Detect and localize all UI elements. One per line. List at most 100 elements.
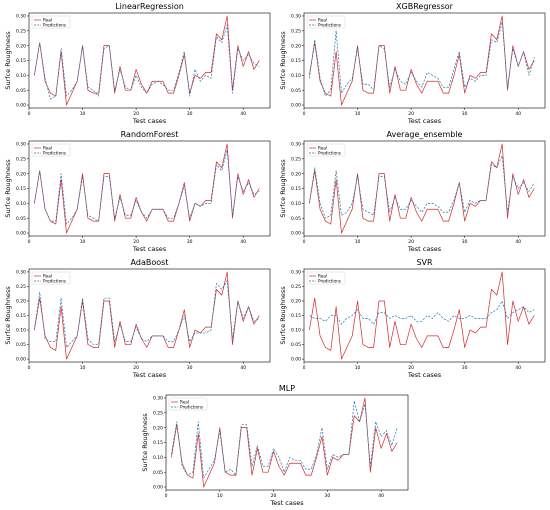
chart-title: LinearRegression — [115, 2, 184, 11]
x-tick-label: 30 — [462, 239, 468, 245]
y-tick-label: 0.05 — [16, 88, 26, 94]
y-tick-label: 0.25 — [153, 410, 163, 416]
x-tick-label: 0 — [28, 239, 31, 245]
y-tick-label: 0.20 — [291, 171, 301, 177]
y-tick-label: 0.00 — [16, 103, 26, 109]
y-tick-label: 0.25 — [291, 156, 301, 162]
y-tick-label: 0.10 — [291, 73, 301, 79]
series-line-real — [34, 271, 260, 360]
y-tick-label: 0.10 — [291, 201, 301, 207]
x-tick-label: 20 — [408, 239, 414, 245]
x-tick-label: 40 — [240, 111, 246, 117]
series-line-predictions — [34, 24, 260, 100]
x-tick-label: 0 — [303, 239, 306, 245]
y-tick-label: 0.00 — [291, 357, 301, 363]
legend-label-predictions: Predictions — [43, 279, 66, 284]
y-axis-label: Surfce Roughness — [279, 31, 287, 90]
y-tick-label: 0.05 — [291, 216, 301, 222]
x-tick-label: 40 — [378, 493, 384, 499]
y-tick-label: 0.25 — [16, 28, 26, 34]
y-tick-label: 0.25 — [16, 156, 26, 162]
y-tick-label: 0.05 — [291, 88, 301, 94]
legend-box — [31, 143, 71, 157]
series-line-real — [309, 15, 535, 106]
series-line-predictions — [34, 280, 260, 348]
x-tick-label: 10 — [355, 111, 361, 117]
y-tick-label: 0.10 — [16, 328, 26, 334]
chart-svg: RandomForest 0.00 0.05 0.10 0.15 0.20 0.25 0.30… — [4, 130, 271, 253]
x-tick-label: 10 — [80, 365, 86, 371]
y-tick-label: 0.20 — [16, 43, 26, 49]
y-axis-label: Surfce Roughness — [279, 286, 287, 345]
x-tick-label: 40 — [515, 239, 521, 245]
series-line-predictions — [309, 300, 535, 325]
legend-box — [168, 397, 208, 411]
chart-panel-mlp: MLP 0.00 0.05 0.10 0.15 0.20 0.25 0.30 0 10 20 30 40… — [137, 382, 413, 510]
y-tick-label: 0.00 — [16, 231, 26, 237]
x-tick-label: 20 — [271, 493, 277, 499]
legend-label-predictions: Predictions — [318, 279, 341, 284]
x-tick-label: 30 — [187, 239, 193, 245]
legend-label-predictions: Predictions — [180, 405, 203, 410]
legend-label-predictions: Predictions — [318, 23, 341, 28]
series-line-predictions — [309, 155, 535, 219]
y-axis-label: Surfce Roughness — [4, 286, 12, 345]
y-tick-label: 0.25 — [291, 284, 301, 290]
y-tick-label: 0.00 — [16, 357, 26, 363]
chart-panel-xgbregressor: XGBRegressor 0.00 0.05 0.10 0.15 0.20 0.25 0.30… — [275, 0, 550, 128]
y-tick-label: 0.20 — [291, 43, 301, 49]
y-tick-label: 0.25 — [16, 284, 26, 290]
y-tick-label: 0.10 — [291, 328, 301, 334]
chart-panel-adaboost: AdaBoost 0.00 0.05 0.10 0.15 0.20 0.25 0.30 0 10 2… — [0, 256, 275, 382]
y-axis-label: Surfce Roughness — [141, 413, 149, 472]
x-axis-label: Test cases — [407, 371, 442, 379]
y-axis-label: Surfce Roughness — [4, 159, 12, 218]
x-axis-label: Test cases — [132, 245, 167, 253]
series-line-predictions — [309, 21, 535, 97]
chart-title: MLP — [279, 384, 295, 393]
x-tick-label: 30 — [187, 111, 193, 117]
legend-box — [306, 143, 346, 157]
chart-svg: AdaBoost 0.00 0.05 0.10 0.15 0.20 0.25 0.30 0 10 2… — [4, 258, 271, 379]
y-tick-label: 0.30 — [16, 14, 26, 20]
x-tick-label: 20 — [408, 365, 414, 371]
chart-svg: SVR 0.00 0.05 0.10 0.15 0.20 0.25 0.30 0 10 20 30 40… — [279, 258, 546, 379]
x-tick-label: 0 — [303, 111, 306, 117]
y-tick-label: 0.25 — [291, 28, 301, 34]
series-line-real — [309, 143, 535, 234]
x-axis-label: Test cases — [269, 499, 304, 507]
x-tick-label: 10 — [217, 493, 223, 499]
y-tick-label: 0.15 — [291, 186, 301, 192]
legend-label-real: Real — [43, 274, 52, 279]
x-tick-label: 30 — [462, 111, 468, 117]
y-tick-label: 0.30 — [16, 270, 26, 276]
x-tick-label: 10 — [355, 239, 361, 245]
x-axis-label: Test cases — [407, 117, 442, 125]
legend-label-real: Real — [43, 146, 52, 151]
series-line-real — [34, 15, 260, 106]
chart-title: RandomForest — [121, 130, 179, 139]
y-tick-label: 0.30 — [16, 142, 26, 148]
x-tick-label: 0 — [28, 111, 31, 117]
legend-box — [306, 15, 346, 29]
y-tick-label: 0.20 — [16, 299, 26, 305]
series-line-predictions — [34, 149, 260, 225]
chart-title: AdaBoost — [131, 258, 169, 267]
y-tick-label: 0.00 — [153, 485, 163, 491]
x-tick-label: 30 — [462, 365, 468, 371]
x-tick-label: 40 — [240, 365, 246, 371]
legend-label-predictions: Predictions — [43, 23, 66, 28]
x-tick-label: 30 — [187, 365, 193, 371]
chart-panel-average-ensemble: Average_ensemble 0.00 0.05 0.10 0.15 0.20 0.25… — [275, 128, 550, 256]
x-tick-label: 20 — [408, 111, 414, 117]
y-tick-label: 0.05 — [16, 216, 26, 222]
y-tick-label: 0.10 — [16, 73, 26, 79]
y-tick-label: 0.15 — [291, 313, 301, 319]
y-tick-label: 0.30 — [291, 270, 301, 276]
legend-box — [31, 271, 71, 285]
series-line-predictions — [171, 400, 398, 479]
legend-label-predictions: Predictions — [43, 151, 66, 156]
x-tick-label: 40 — [515, 365, 521, 371]
y-tick-label: 0.00 — [291, 231, 301, 237]
x-tick-label: 0 — [28, 365, 31, 371]
